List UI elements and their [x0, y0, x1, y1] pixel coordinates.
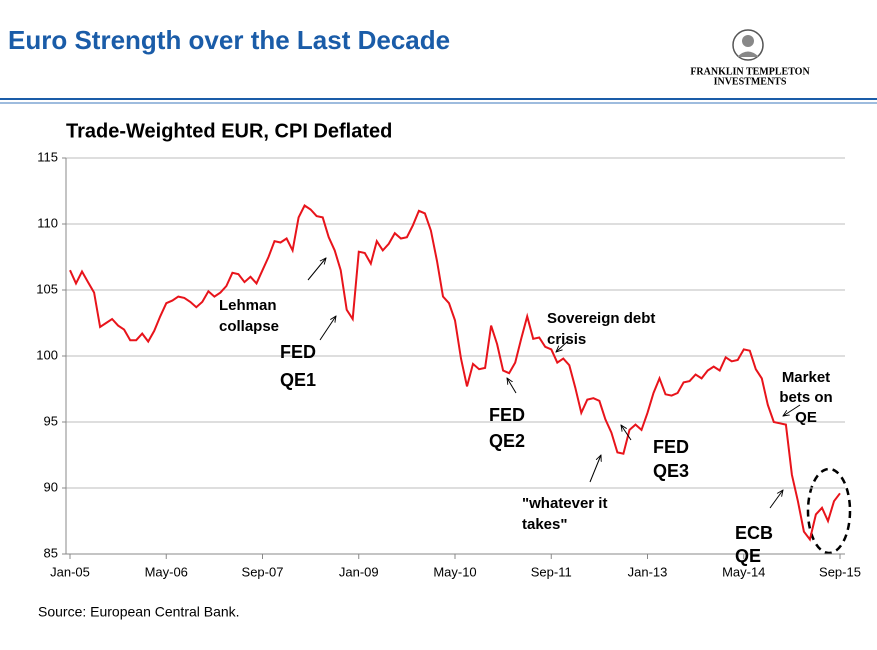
logo-head [742, 35, 754, 47]
annotation: bets on [779, 389, 832, 406]
highlight-ellipse [806, 467, 852, 555]
x-tick-label: May-06 [145, 564, 188, 579]
annotation: crisis [547, 331, 586, 348]
source: Source: European Central Bank. [38, 604, 240, 620]
annotation: ECB [735, 523, 773, 543]
annotation-arrow [589, 455, 601, 483]
x-tick-label: May-10 [433, 564, 476, 579]
x-tick-label: Sep-11 [531, 564, 572, 579]
y-tick-label: 95 [44, 413, 58, 428]
annotation: QE [735, 546, 761, 566]
x-tick-label: Jan-05 [50, 564, 90, 579]
annotation: QE2 [489, 431, 525, 451]
y-tick-label: 90 [44, 479, 58, 494]
logo: FRANKLIN TEMPLETON INVESTMENTS [690, 29, 810, 87]
x-tick-label: Sep-15 [819, 564, 861, 579]
slide-title: Euro Strength over the Last Decade [8, 25, 450, 55]
annotation-arrow [769, 490, 783, 509]
chart-title: Trade-Weighted EUR, CPI Deflated [66, 120, 392, 142]
annotation: collapse [219, 318, 279, 335]
annotation: FED [280, 342, 316, 362]
annotation: "whatever it [522, 495, 607, 512]
annotation-arrow [783, 404, 801, 416]
annotation: QE [795, 409, 817, 426]
y-tick-label: 110 [37, 215, 58, 230]
x-tick-label: May-14 [722, 564, 765, 579]
annotation: Market [782, 369, 830, 386]
annotation-arrow [507, 378, 517, 394]
annotation: takes" [522, 516, 567, 533]
annotation: Lehman [219, 297, 277, 314]
annotation: QE1 [280, 370, 316, 390]
x-tick-label: Jan-13 [628, 564, 668, 579]
annotation: FED [653, 437, 689, 457]
annotation-arrow [319, 316, 336, 341]
annotation-arrow [621, 425, 632, 441]
y-tick-label: 85 [44, 545, 58, 560]
series-line [69, 204, 841, 542]
logo-body [737, 51, 759, 57]
annotation-arrow [307, 258, 326, 281]
annotation: FED [489, 405, 525, 425]
y-tick-label: 100 [36, 347, 58, 362]
y-tick-label: 115 [37, 149, 58, 164]
logo-text: FRANKLIN TEMPLETON [690, 66, 810, 77]
x-tick-label: Sep-07 [242, 564, 284, 579]
annotation: Sovereign debt [547, 310, 655, 327]
annotation-arrow [556, 340, 569, 352]
annotation: QE3 [653, 461, 689, 481]
y-tick-label: 105 [36, 281, 58, 296]
logo-text: INVESTMENTS [714, 76, 787, 87]
x-tick-label: Jan-09 [339, 564, 379, 579]
